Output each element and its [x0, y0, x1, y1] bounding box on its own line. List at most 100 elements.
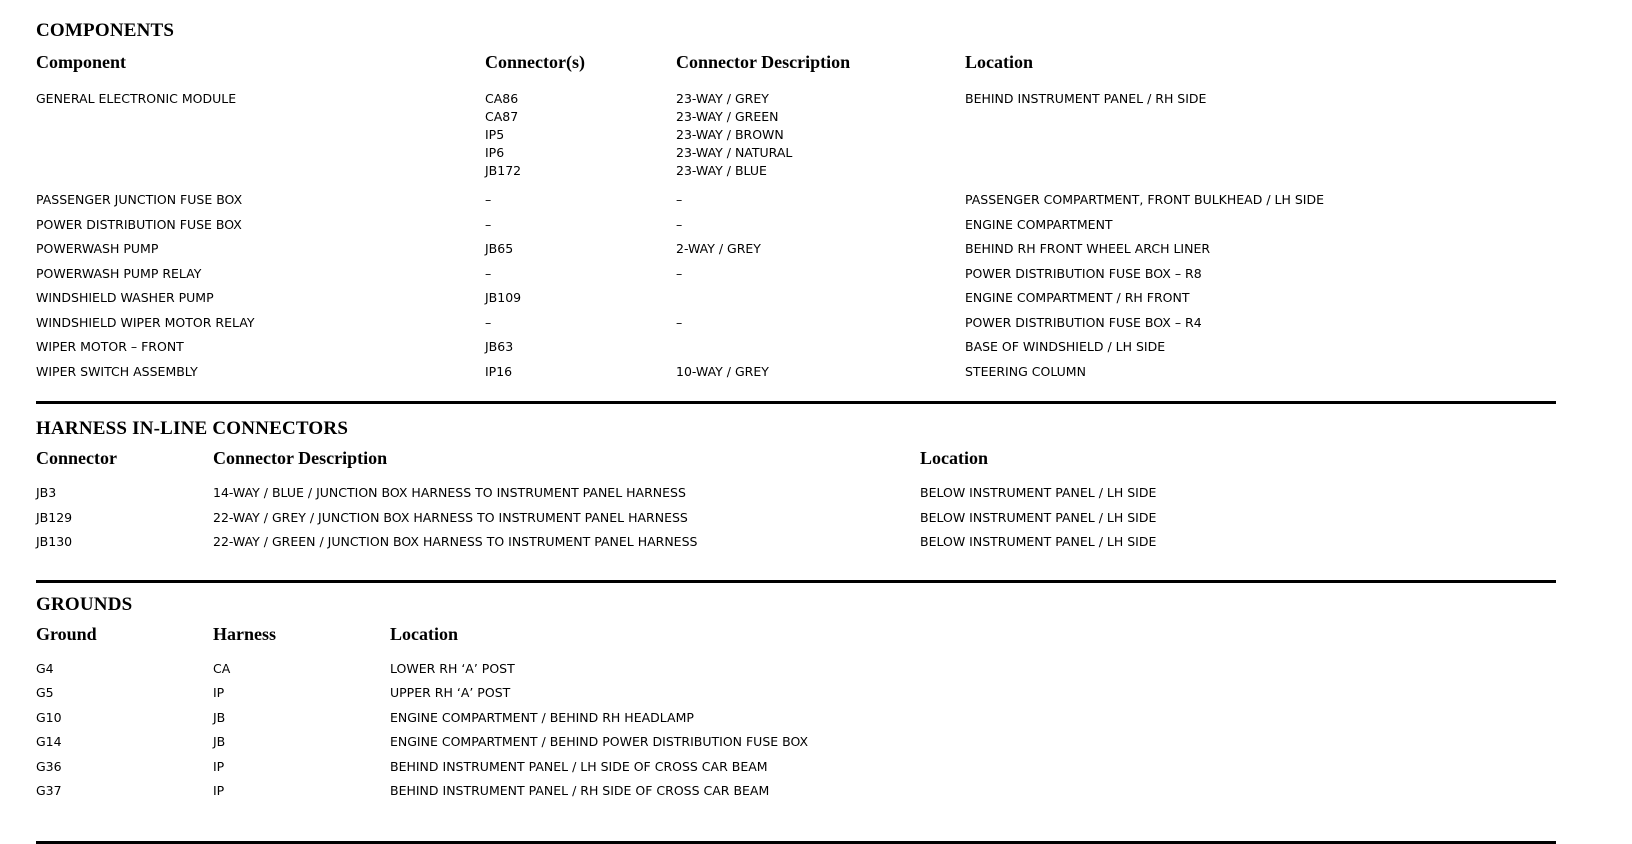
components-header-description: Connector Description: [676, 52, 851, 72]
harness-connector-code: JB130: [36, 534, 73, 549]
connector-code: JB65: [485, 241, 514, 256]
component-location: BASE OF WINDSHIELD / LH SIDE: [965, 339, 1166, 354]
connector-codes-cell: JB109: [485, 285, 676, 308]
ground-location: LOWER RH ‘A’ POST: [390, 660, 515, 676]
component-location: BEHIND RH FRONT WHEEL ARCH LINER: [965, 241, 1211, 256]
ground-harness: IP: [213, 783, 225, 798]
ground-location: ENGINE COMPARTMENT / BEHIND POWER DISTRI…: [390, 734, 809, 749]
harness-header-description: Connector Description: [213, 448, 388, 468]
components-header-row: Component Connector(s) Connector Descrip…: [36, 52, 1556, 73]
ground-harness: JB: [213, 734, 226, 749]
connector-code: –: [485, 314, 492, 330]
connector-description: 10-WAY / GREY: [676, 363, 769, 379]
ground-code: G36: [36, 758, 62, 774]
connector-code: IP5: [485, 127, 505, 142]
component-location: BEHIND INSTRUMENT PANEL / RH SIDE: [965, 91, 1207, 106]
connector-codes-cell: JB63: [485, 334, 676, 357]
ground-location: ENGINE COMPARTMENT / BEHIND RH HEADLAMP: [390, 709, 694, 725]
harness-connector-location: BELOW INSTRUMENT PANEL / LH SIDE: [920, 509, 1157, 525]
harness-inline-connectors-section: HARNESS IN-LINE CONNECTORS Connector Con…: [36, 418, 1556, 554]
harness-header-location: Location: [920, 448, 989, 468]
connector-descriptions-cell: 10-WAY / GREY: [676, 359, 965, 382]
grounds-header-location: Location: [390, 623, 459, 644]
component-location: POWER DISTRIBUTION FUSE BOX – R8: [965, 265, 1202, 281]
page: COMPONENTS Component Connector(s) Connec…: [36, 0, 1556, 844]
section-divider: [36, 579, 1556, 583]
connector-code: –: [485, 192, 492, 207]
components-section: COMPONENTS Component Connector(s) Connec…: [36, 20, 1556, 383]
connector-code: CA87: [485, 109, 519, 124]
harness-table-row: JB3 14-WAY / BLUE / JUNCTION BOX HARNESS…: [36, 480, 1556, 505]
connector-code: –: [485, 265, 492, 281]
harness-header-connector: Connector: [36, 448, 117, 468]
ground-harness: IP: [213, 685, 225, 700]
component-name: POWER DISTRIBUTION FUSE BOX: [36, 216, 242, 232]
connector-description: 23-WAY / NATURAL: [676, 145, 793, 160]
grounds-header-row: Ground Harness Location: [36, 624, 1556, 645]
connector-codes-cell: –: [485, 310, 676, 333]
connector-descriptions-cell: –: [676, 310, 965, 333]
connector-code: JB172: [485, 163, 522, 178]
ground-table-row: G10 JB ENGINE COMPARTMENT / BEHIND RH HE…: [36, 705, 1556, 730]
component-name: WINDSHIELD WASHER PUMP: [36, 290, 214, 305]
component-name: WINDSHIELD WIPER MOTOR RELAY: [36, 314, 255, 330]
harness-connector-location: BELOW INSTRUMENT PANEL / LH SIDE: [920, 485, 1157, 500]
component-table-row: GENERAL ELECTRONIC MODULE CA86 CA87 IP5 IP6…: [36, 86, 1556, 181]
ground-code: G5: [36, 685, 54, 700]
connector-codes-cell: IP16: [485, 359, 676, 382]
connector-code: JB63: [485, 339, 514, 354]
connector-description: [676, 290, 965, 308]
harness-section-title: HARNESS IN-LINE CONNECTORS: [36, 418, 349, 439]
ground-location: BEHIND INSTRUMENT PANEL / RH SIDE OF CRO…: [390, 783, 770, 798]
harness-table-row: JB129 22-WAY / GREY / JUNCTION BOX HARNE…: [36, 505, 1556, 530]
component-table-row: POWERWASH PUMP JB65 2-WAY / GREY BEHIND …: [36, 236, 1556, 261]
components-header-location: Location: [965, 52, 1034, 72]
component-location: STEERING COLUMN: [965, 363, 1086, 379]
ground-harness: IP: [213, 758, 225, 774]
connector-description: 2-WAY / GREY: [676, 241, 761, 256]
section-divider: [36, 401, 1556, 404]
components-table-body: GENERAL ELECTRONIC MODULE CA86 CA87 IP5 IP6…: [36, 86, 1556, 383]
connector-description: [676, 339, 965, 357]
component-name: WIPER SWITCH ASSEMBLY: [36, 363, 198, 379]
grounds-section: GROUNDS Ground Harness Location G4 CA LO…: [36, 594, 1556, 803]
connector-descriptions-cell: [676, 334, 965, 357]
ground-table-row: G37 IP BEHIND INSTRUMENT PANEL / RH SIDE…: [36, 778, 1556, 803]
ground-location: UPPER RH ‘A’ POST: [390, 685, 511, 700]
connector-codes-cell: JB65: [485, 236, 676, 259]
component-table-row: PASSENGER JUNCTION FUSE BOX – – PASSENGE…: [36, 187, 1556, 212]
connector-description: –: [676, 265, 683, 281]
component-table-row: POWER DISTRIBUTION FUSE BOX – – ENGINE C…: [36, 212, 1556, 237]
ground-code: G14: [36, 734, 62, 749]
connector-description: –: [676, 314, 683, 330]
ground-table-row: G5 IP UPPER RH ‘A’ POST: [36, 680, 1556, 705]
connector-description: 23-WAY / GREEN: [676, 109, 779, 124]
connector-code: –: [485, 216, 492, 232]
connector-descriptions-cell: –: [676, 212, 965, 235]
connector-codes-cell: –: [485, 187, 676, 210]
connector-descriptions-cell: –: [676, 187, 965, 210]
component-location: ENGINE COMPARTMENT: [965, 216, 1113, 232]
harness-table-body: JB3 14-WAY / BLUE / JUNCTION BOX HARNESS…: [36, 480, 1556, 554]
connector-codes-cell: CA86 CA87 IP5 IP6 JB172: [485, 86, 676, 181]
component-location: PASSENGER COMPARTMENT, FRONT BULKHEAD / …: [965, 192, 1324, 207]
grounds-header-ground: Ground: [36, 623, 97, 644]
components-header-connectors: Connector(s): [485, 52, 585, 72]
ground-location: BEHIND INSTRUMENT PANEL / LH SIDE OF CRO…: [390, 758, 768, 774]
harness-connector-description: 22-WAY / GREEN / JUNCTION BOX HARNESS TO…: [213, 534, 698, 549]
component-table-row: WIPER MOTOR – FRONT JB63 BASE OF WINDSHI…: [36, 334, 1556, 359]
components-section-title: COMPONENTS: [36, 20, 175, 41]
component-table-row: WIPER SWITCH ASSEMBLY IP16 10-WAY / GREY…: [36, 359, 1556, 384]
connector-description: 23-WAY / GREY: [676, 91, 769, 106]
ground-table-row: G4 CA LOWER RH ‘A’ POST: [36, 656, 1556, 681]
connector-description: –: [676, 192, 683, 207]
connector-descriptions-cell: 23-WAY / GREY 23-WAY / GREEN 23-WAY / BROW…: [676, 86, 965, 181]
harness-table-row: JB130 22-WAY / GREEN / JUNCTION BOX HARN…: [36, 529, 1556, 554]
connector-descriptions-cell: –: [676, 261, 965, 284]
harness-header-row: Connector Connector Description Location: [36, 448, 1556, 469]
component-name: PASSENGER JUNCTION FUSE BOX: [36, 192, 243, 207]
harness-connector-code: JB129: [36, 509, 73, 525]
connector-descriptions-cell: [676, 285, 965, 308]
harness-connector-description: 14-WAY / BLUE / JUNCTION BOX HARNESS TO …: [213, 485, 686, 500]
connector-description: 23-WAY / BLUE: [676, 163, 767, 178]
